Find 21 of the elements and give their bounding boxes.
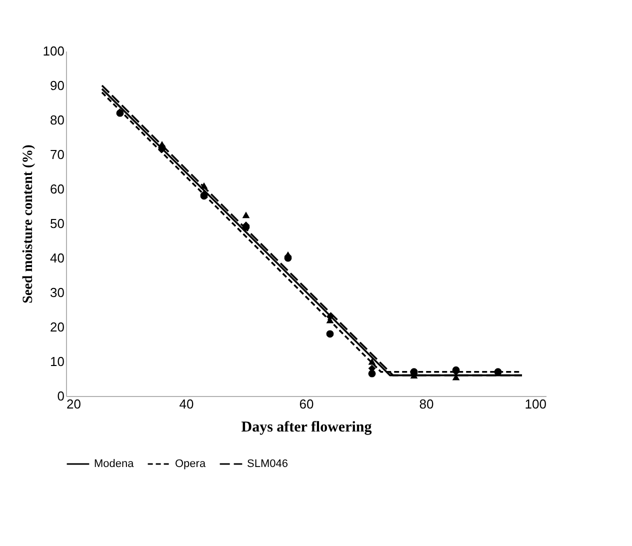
y-axis-title: Seed moisture content (%) — [20, 144, 36, 304]
x-tick-label: 100 — [524, 396, 546, 412]
x-tick-label: 80 — [419, 396, 434, 412]
y-tick-label: 80 — [50, 112, 64, 128]
x-tick-label: 40 — [179, 396, 194, 412]
x-tick-label: 60 — [299, 396, 314, 412]
y-tick-label: 90 — [50, 78, 64, 93]
x-axis-title: Days after flowering — [241, 420, 372, 436]
y-tick-label: 100 — [42, 44, 64, 58]
y-tick-label: 60 — [50, 182, 64, 196]
y-tick-label: 50 — [50, 216, 64, 231]
x-tick-label: 20 — [66, 396, 81, 412]
y-tick-label: 10 — [50, 354, 64, 369]
y-tick-label: 0 — [57, 388, 64, 404]
y-tick-label: 70 — [50, 147, 64, 162]
legend-label: Modena — [94, 458, 135, 470]
legend-label: Opera — [175, 458, 206, 470]
legend-label: SLM046 — [247, 458, 288, 470]
y-tick-label: 40 — [50, 250, 64, 266]
y-tick-label: 20 — [50, 320, 64, 334]
y-tick-label: 30 — [50, 285, 64, 300]
